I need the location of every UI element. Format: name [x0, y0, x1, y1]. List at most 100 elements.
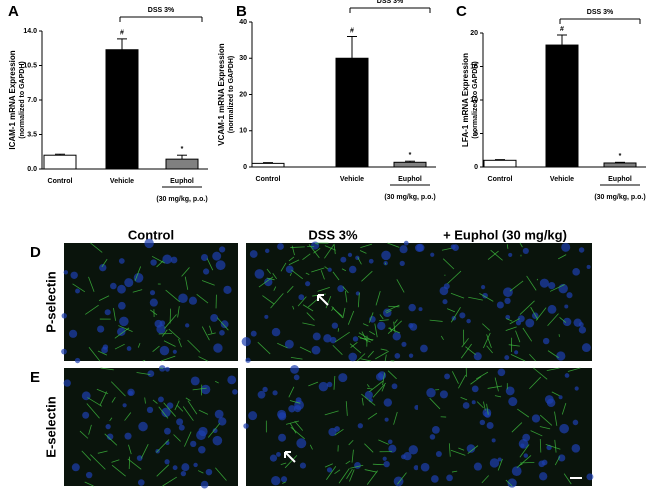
fiber	[448, 443, 451, 457]
nucleus	[393, 476, 404, 487]
nucleus	[227, 375, 237, 385]
nucleus	[278, 412, 287, 421]
bar	[545, 44, 579, 168]
nucleus	[162, 254, 172, 265]
nucleus	[210, 314, 219, 322]
fiber	[350, 464, 364, 469]
bar	[335, 57, 369, 168]
nucleus	[408, 303, 416, 312]
fiber	[364, 443, 374, 453]
fiber	[394, 319, 398, 324]
fiber	[266, 277, 275, 281]
fiber	[216, 317, 229, 331]
nucleus	[159, 320, 166, 326]
nucleus	[496, 301, 504, 309]
fiber	[545, 444, 561, 450]
nucleus	[149, 298, 158, 307]
fiber	[156, 464, 170, 477]
nucleus	[473, 462, 482, 471]
significance-marker: *	[409, 152, 412, 159]
fiber	[150, 309, 158, 316]
y-tick-label: 10.5	[23, 62, 37, 69]
fiber	[289, 423, 297, 434]
fiber	[294, 420, 304, 431]
y-tick-label: 10	[239, 128, 247, 135]
nucleus	[446, 474, 453, 482]
fiber	[257, 341, 271, 355]
fiber	[509, 280, 524, 292]
nucleus	[200, 384, 211, 395]
nucleus	[471, 400, 476, 405]
fiber	[539, 426, 551, 430]
fiber	[361, 397, 364, 406]
nucleus	[337, 285, 345, 293]
nucleus	[520, 443, 525, 448]
nucleus	[399, 245, 408, 254]
fiber	[450, 449, 466, 456]
nucleus	[562, 317, 572, 327]
x-tick-label: Vehicle	[110, 178, 134, 185]
nucleus	[196, 430, 206, 441]
fiber	[517, 408, 530, 418]
fiber	[277, 342, 288, 349]
fiber	[198, 409, 209, 415]
nucleus	[178, 424, 185, 431]
fiber	[429, 397, 441, 410]
nucleus	[106, 433, 114, 440]
fiber	[396, 279, 405, 293]
fiber	[486, 345, 493, 354]
x-tick-label: Euphol	[170, 178, 194, 185]
fiber	[187, 400, 198, 415]
fiber	[368, 312, 374, 323]
nucleus	[161, 407, 171, 418]
fiber	[86, 403, 100, 419]
nucleus	[334, 426, 340, 432]
fiber	[215, 467, 227, 481]
nucleus	[272, 390, 278, 396]
fiber	[272, 273, 277, 280]
nucleus	[340, 256, 347, 263]
nucleus	[243, 423, 249, 429]
fiber	[530, 430, 543, 437]
fiber	[262, 295, 275, 305]
nucleus	[311, 241, 320, 250]
fiber	[539, 438, 542, 453]
nucleus	[193, 462, 198, 468]
nucleus	[249, 250, 258, 258]
nucleus	[408, 445, 419, 455]
nucleus	[331, 322, 339, 329]
fiber	[497, 458, 503, 471]
fiber	[326, 466, 337, 480]
fiber	[297, 296, 307, 307]
x-tick-label: Euphol	[398, 176, 422, 183]
nucleus	[180, 470, 187, 477]
column-header: Control	[128, 227, 174, 242]
fiber	[357, 257, 362, 265]
fiber	[87, 397, 103, 407]
fiber	[113, 308, 116, 321]
nucleus	[124, 432, 132, 440]
nucleus	[264, 314, 269, 319]
fiber	[311, 267, 325, 273]
nucleus	[264, 277, 273, 287]
nucleus	[326, 467, 333, 473]
nucleus	[416, 243, 425, 252]
fiber	[201, 280, 215, 286]
fiber	[118, 325, 133, 332]
nucleus	[99, 263, 107, 272]
fiber	[136, 372, 151, 376]
nucleus	[298, 294, 305, 301]
nucleus	[431, 425, 440, 434]
fiber	[447, 270, 462, 284]
fiber	[99, 391, 108, 406]
nucleus	[202, 268, 210, 275]
nucleus	[218, 417, 227, 426]
fiber	[90, 242, 103, 253]
nucleus	[110, 282, 117, 290]
nucleus	[377, 321, 386, 331]
nucleus	[327, 267, 332, 272]
fiber	[393, 321, 396, 333]
fiber	[299, 346, 312, 353]
panel-letter: C	[456, 3, 467, 20]
